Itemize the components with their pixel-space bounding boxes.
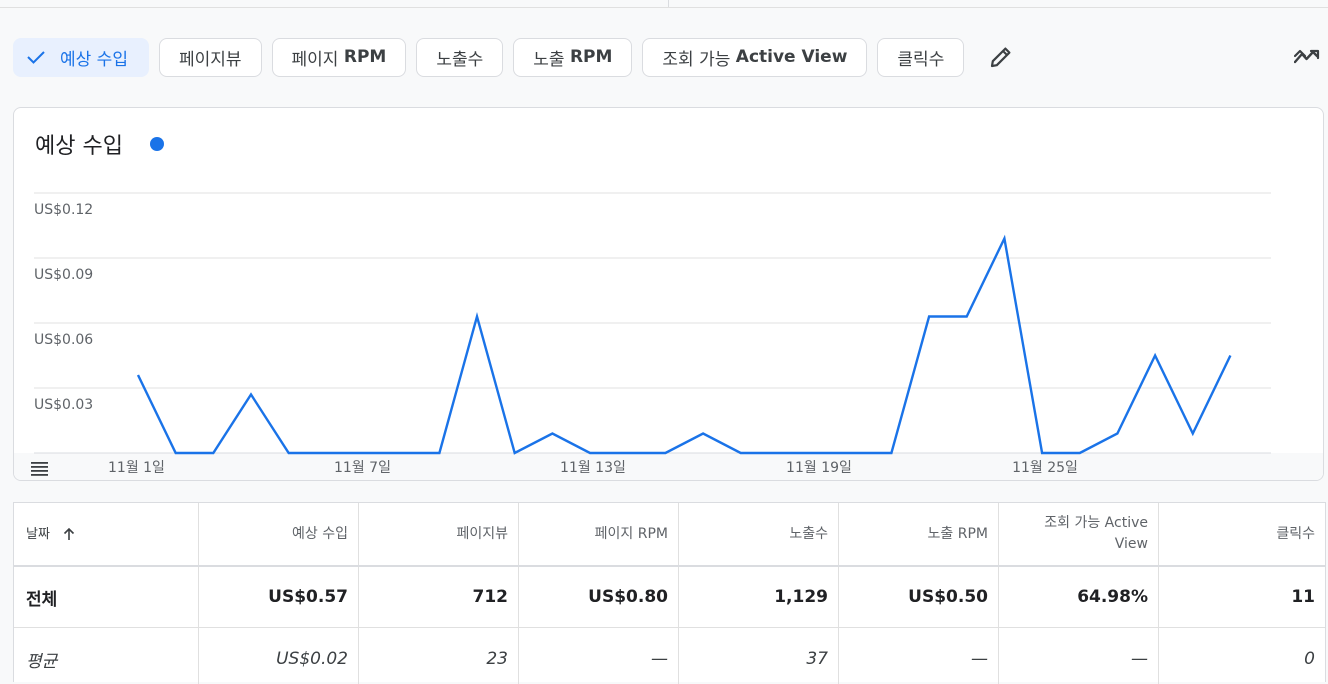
series-line [138,239,1230,454]
chip-label: 예상 수입 [60,45,128,70]
chip-clicks[interactable]: 클릭수 [877,38,964,77]
table-cell: US$0.50 [839,567,999,627]
table-cell: — [999,628,1159,684]
header-active-view[interactable]: 조회 가능 Active View [999,503,1159,565]
table-cell: 전체 [14,567,199,627]
top-strip [0,0,1328,8]
header-clicks[interactable]: 클릭수 [1159,503,1325,565]
chip-label: 조회 가능 [662,45,735,70]
chip-estimated-earnings[interactable]: 예상 수입 [13,38,149,77]
table-row-average: 평균 US$0.02 23 — 37 — — 0 [14,628,1325,684]
header-pageviews[interactable]: 페이지뷰 [359,503,519,565]
table-cell: US$0.80 [519,567,679,627]
table-cell: — [839,628,999,684]
x-tick-label: 11월 25일 [1012,460,1078,476]
line-chart: US$0.12 US$0.09 US$0.06 US$0.03 11월 1일 11월 7일… [14,108,1324,481]
chip-pageviews[interactable]: 페이지뷰 [159,38,262,77]
table-cell: US$0.57 [199,567,359,627]
table-header-row: 날짜 예상 수입 페이지뷰 페이지 RPM 노출수 노출 RPM 조회 가능 A… [14,503,1325,567]
table-cell: 평균 [14,628,199,684]
table-cell: 23 [359,628,519,684]
x-tick-label: 11월 19일 [786,460,852,476]
header-estimated-earnings[interactable]: 예상 수입 [199,503,359,565]
table-cell: 64.98% [999,567,1159,627]
chip-label-bold: RPM [344,47,386,67]
y-tick-label: US$0.03 [34,397,93,413]
check-icon [26,49,46,65]
table-cell: 1,129 [679,567,839,627]
chip-active-view[interactable]: 조회 가능 Active View [642,38,867,77]
chip-label-bold: Active View [736,47,848,67]
pencil-icon[interactable] [988,44,1014,70]
header-date[interactable]: 날짜 [14,503,199,565]
chip-label: 페이지 [292,45,344,70]
trend-icon[interactable] [1294,44,1320,72]
data-table: 날짜 예상 수입 페이지뷰 페이지 RPM 노출수 노출 RPM 조회 가능 A… [13,502,1326,682]
metric-chip-bar: 예상 수입 페이지뷰 페이지 RPM 노출수 노출 RPM 조회 가능 Acti… [13,37,1014,77]
chip-label: 페이지뷰 [179,45,242,70]
chip-impressions[interactable]: 노출수 [416,38,503,77]
header-page-rpm[interactable]: 페이지 RPM [519,503,679,565]
chip-page-rpm[interactable]: 페이지 RPM [272,38,407,77]
top-divider [668,0,669,7]
header-label: 날짜 [26,524,50,545]
table-cell: 11 [1159,567,1325,627]
y-tick-label: US$0.06 [34,332,93,348]
x-tick-label: 11월 1일 [108,460,165,476]
chip-label: 노출 [533,45,570,70]
x-tick-label: 11월 7일 [334,460,391,476]
chip-impression-rpm[interactable]: 노출 RPM [513,38,632,77]
table-cell: 37 [679,628,839,684]
chip-label: 노출수 [436,45,483,70]
y-tick-label: US$0.12 [34,202,93,218]
table-row-total: 전체 US$0.57 712 US$0.80 1,129 US$0.50 64.… [14,567,1325,628]
arrow-up-icon [62,527,76,541]
header-impression-rpm[interactable]: 노출 RPM [839,503,999,565]
header-impressions[interactable]: 노출수 [679,503,839,565]
y-tick-label: US$0.09 [34,267,93,283]
chip-label: 클릭수 [897,45,944,70]
x-tick-label: 11월 13일 [560,460,626,476]
table-cell: — [519,628,679,684]
table-cell: US$0.02 [199,628,359,684]
table-cell: 0 [1159,628,1325,684]
chip-label-bold: RPM [570,47,612,67]
table-cell: 712 [359,567,519,627]
